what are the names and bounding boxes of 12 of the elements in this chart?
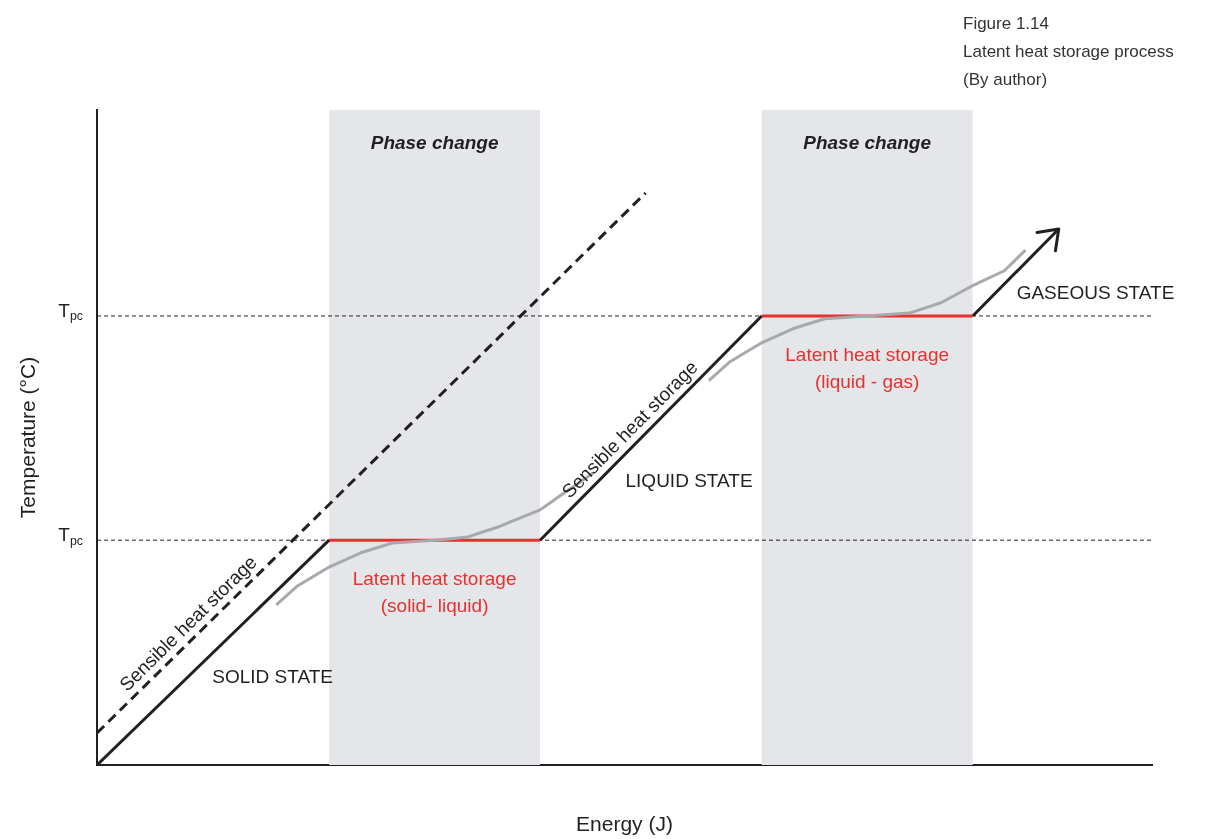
- annotation: LIQUID STATE: [625, 470, 753, 492]
- chart-subtitle: Latent heat storage process: [963, 41, 1174, 63]
- series-label: SOLID STATE: [212, 665, 333, 687]
- series-label: Latent heat storage (solid- liquid): [352, 568, 517, 617]
- text: (By author): [963, 69, 1049, 91]
- text: Phase change: [803, 132, 932, 154]
- x-axis-title: Energy (J): [576, 811, 673, 835]
- y-axis-title: Temperature (°C): [15, 356, 39, 519]
- chart-title: Figure 1.14: [963, 13, 1050, 35]
- annotation: GASEOUS STATE: [1016, 282, 1175, 304]
- text: Phase change: [370, 132, 499, 154]
- series-label: Latent heat storage (liquid - gas): [785, 344, 950, 393]
